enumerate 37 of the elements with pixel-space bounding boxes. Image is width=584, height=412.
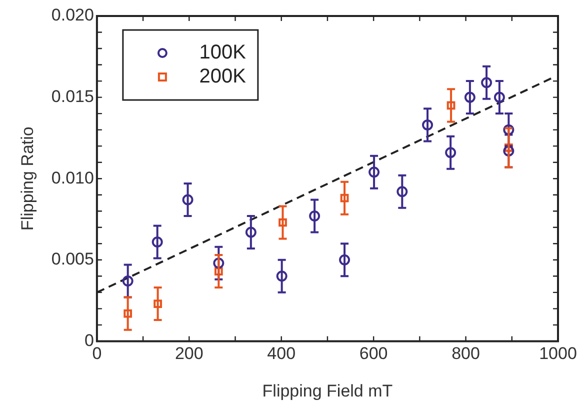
point <box>122 276 134 287</box>
legend-label: 200K <box>199 66 247 88</box>
point <box>464 92 476 103</box>
y-tick-label: 0.015 <box>51 86 94 106</box>
x-tick-label: 200 <box>174 344 204 364</box>
x-tick-label: 400 <box>267 344 296 364</box>
point <box>481 77 492 88</box>
point <box>278 218 287 227</box>
point <box>245 226 256 238</box>
point <box>154 300 162 308</box>
legend-label: 100K <box>199 42 247 64</box>
y-tick-label: 0.020 <box>51 6 94 25</box>
point <box>445 147 456 158</box>
point <box>396 186 408 198</box>
point <box>504 144 513 152</box>
y-tick-label: 0 <box>84 330 94 350</box>
point <box>309 210 320 222</box>
x-tick-label: 800 <box>452 344 480 364</box>
y-axis-title: Flipping Ratio <box>18 126 37 231</box>
point <box>446 101 456 110</box>
point <box>124 309 132 318</box>
point <box>276 270 288 282</box>
y-tick-label: 0.005 <box>51 250 94 269</box>
point <box>339 254 350 266</box>
y-tick-label: 0.010 <box>51 168 94 188</box>
x-axis-title: Flipping Field mT <box>262 381 393 400</box>
point <box>152 236 163 248</box>
x-tick-label: 1000 <box>539 344 577 364</box>
point <box>368 166 380 178</box>
point <box>503 124 514 136</box>
point <box>340 194 349 202</box>
point <box>494 92 505 103</box>
point <box>182 194 194 206</box>
point <box>213 258 224 269</box>
x-tick-label: 600 <box>359 344 388 364</box>
point <box>422 119 434 130</box>
point <box>214 267 223 276</box>
